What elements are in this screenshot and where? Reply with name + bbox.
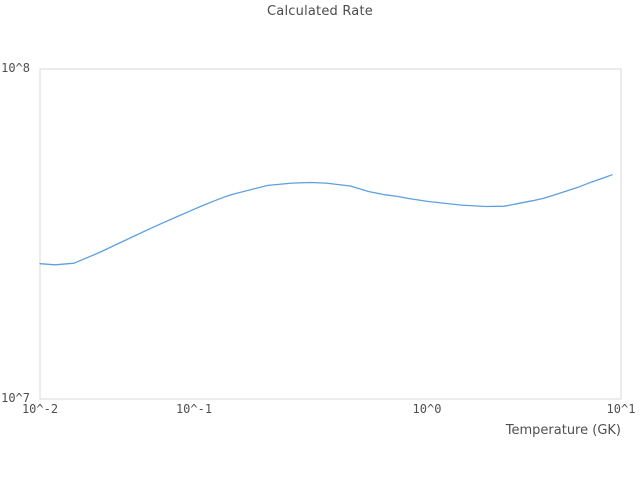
y-tick-label-1e7: 10^7 <box>1 391 30 405</box>
x-tick-label-1e-1: 10^-1 <box>175 402 213 416</box>
plot-frame <box>39 68 622 400</box>
x-axis-title: Temperature (GK) <box>505 423 621 438</box>
chart-title: Calculated Rate <box>267 4 373 19</box>
x-tick-label-1e1: 10^1 <box>606 402 636 416</box>
rate-curve <box>39 174 613 266</box>
y-tick-label-1e8: 10^8 <box>1 61 30 75</box>
x-tick-label-1e0: 10^0 <box>412 402 442 416</box>
x-tick-label-1e-2: 10^-2 <box>21 402 59 416</box>
